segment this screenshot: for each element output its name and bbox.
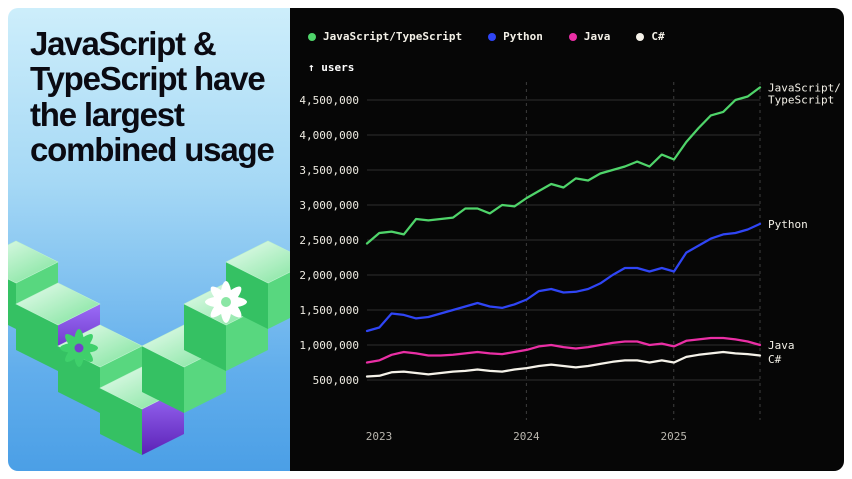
year-dashed-lines bbox=[525, 82, 761, 420]
left-panel: JavaScript & TypeScript have the largest… bbox=[8, 8, 290, 471]
x-tick-label: 2024 bbox=[513, 430, 540, 443]
headline: JavaScript & TypeScript have the largest… bbox=[30, 25, 275, 168]
card: JavaScript & TypeScript have the largest… bbox=[8, 8, 844, 471]
series-end-label: C# bbox=[768, 353, 782, 366]
legend-label: JavaScript/TypeScript bbox=[323, 30, 463, 43]
series-line-c- bbox=[365, 350, 762, 378]
legend-item-0: JavaScript/TypeScript bbox=[308, 30, 462, 43]
legend-label: C# bbox=[651, 30, 665, 43]
legend-item-3: C# bbox=[636, 30, 665, 43]
series-line-python bbox=[365, 222, 762, 333]
series-end-label: JavaScript/ bbox=[768, 81, 841, 94]
series-line-java bbox=[365, 336, 762, 364]
y-tick-label: 500,000 bbox=[313, 374, 359, 387]
green-flower-icon bbox=[60, 329, 98, 367]
x-tick-label: 2023 bbox=[366, 430, 393, 443]
series-end-label: TypeScript bbox=[768, 93, 834, 106]
isometric-ribbon-illustration bbox=[8, 240, 290, 455]
series-end-label: Python bbox=[768, 218, 808, 231]
chart-legend: JavaScript/TypeScript Python Java C# bbox=[308, 30, 665, 43]
y-tick-label: 2,500,000 bbox=[299, 234, 359, 247]
y-tick-label: 2,000,000 bbox=[299, 269, 359, 282]
ribbon-steps bbox=[8, 240, 290, 455]
series-end-label: Java bbox=[768, 339, 795, 352]
y-tick-label: 4,000,000 bbox=[299, 129, 359, 142]
y-tick-label: 3,000,000 bbox=[299, 199, 359, 212]
legend-label: Java bbox=[583, 30, 611, 43]
legend-dot bbox=[488, 32, 497, 41]
x-tick-label: 2025 bbox=[661, 430, 688, 443]
legend-dot bbox=[568, 32, 577, 41]
y-gridlines: 4,500,000 4,000,000 3,500,000 3,000,000 2,50… bbox=[299, 94, 760, 387]
line-chart: 4,500,000 4,000,000 3,500,000 3,000,000 2,50… bbox=[299, 81, 841, 443]
legend-item-2: Java bbox=[568, 30, 611, 43]
y-axis-note: ↑ users bbox=[308, 61, 355, 74]
y-tick-label: 3,500,000 bbox=[299, 164, 359, 177]
legend-label: Python bbox=[503, 30, 543, 43]
legend-dot bbox=[308, 32, 316, 41]
chart-panel: JavaScript/TypeScript Python Java C# ↑ user… bbox=[290, 8, 844, 471]
legend-item-1: Python bbox=[488, 30, 543, 43]
white-flower-icon bbox=[205, 281, 247, 323]
legend-dot bbox=[636, 32, 645, 41]
series-line-javascript-typescript bbox=[365, 86, 762, 245]
series-lines bbox=[365, 86, 762, 378]
y-tick-label: 1,500,000 bbox=[299, 304, 359, 317]
x-tick-labels: 2023 2024 2025 bbox=[366, 430, 687, 443]
y-tick-label: 1,000,000 bbox=[299, 339, 359, 352]
y-tick-label: 4,500,000 bbox=[299, 94, 359, 107]
